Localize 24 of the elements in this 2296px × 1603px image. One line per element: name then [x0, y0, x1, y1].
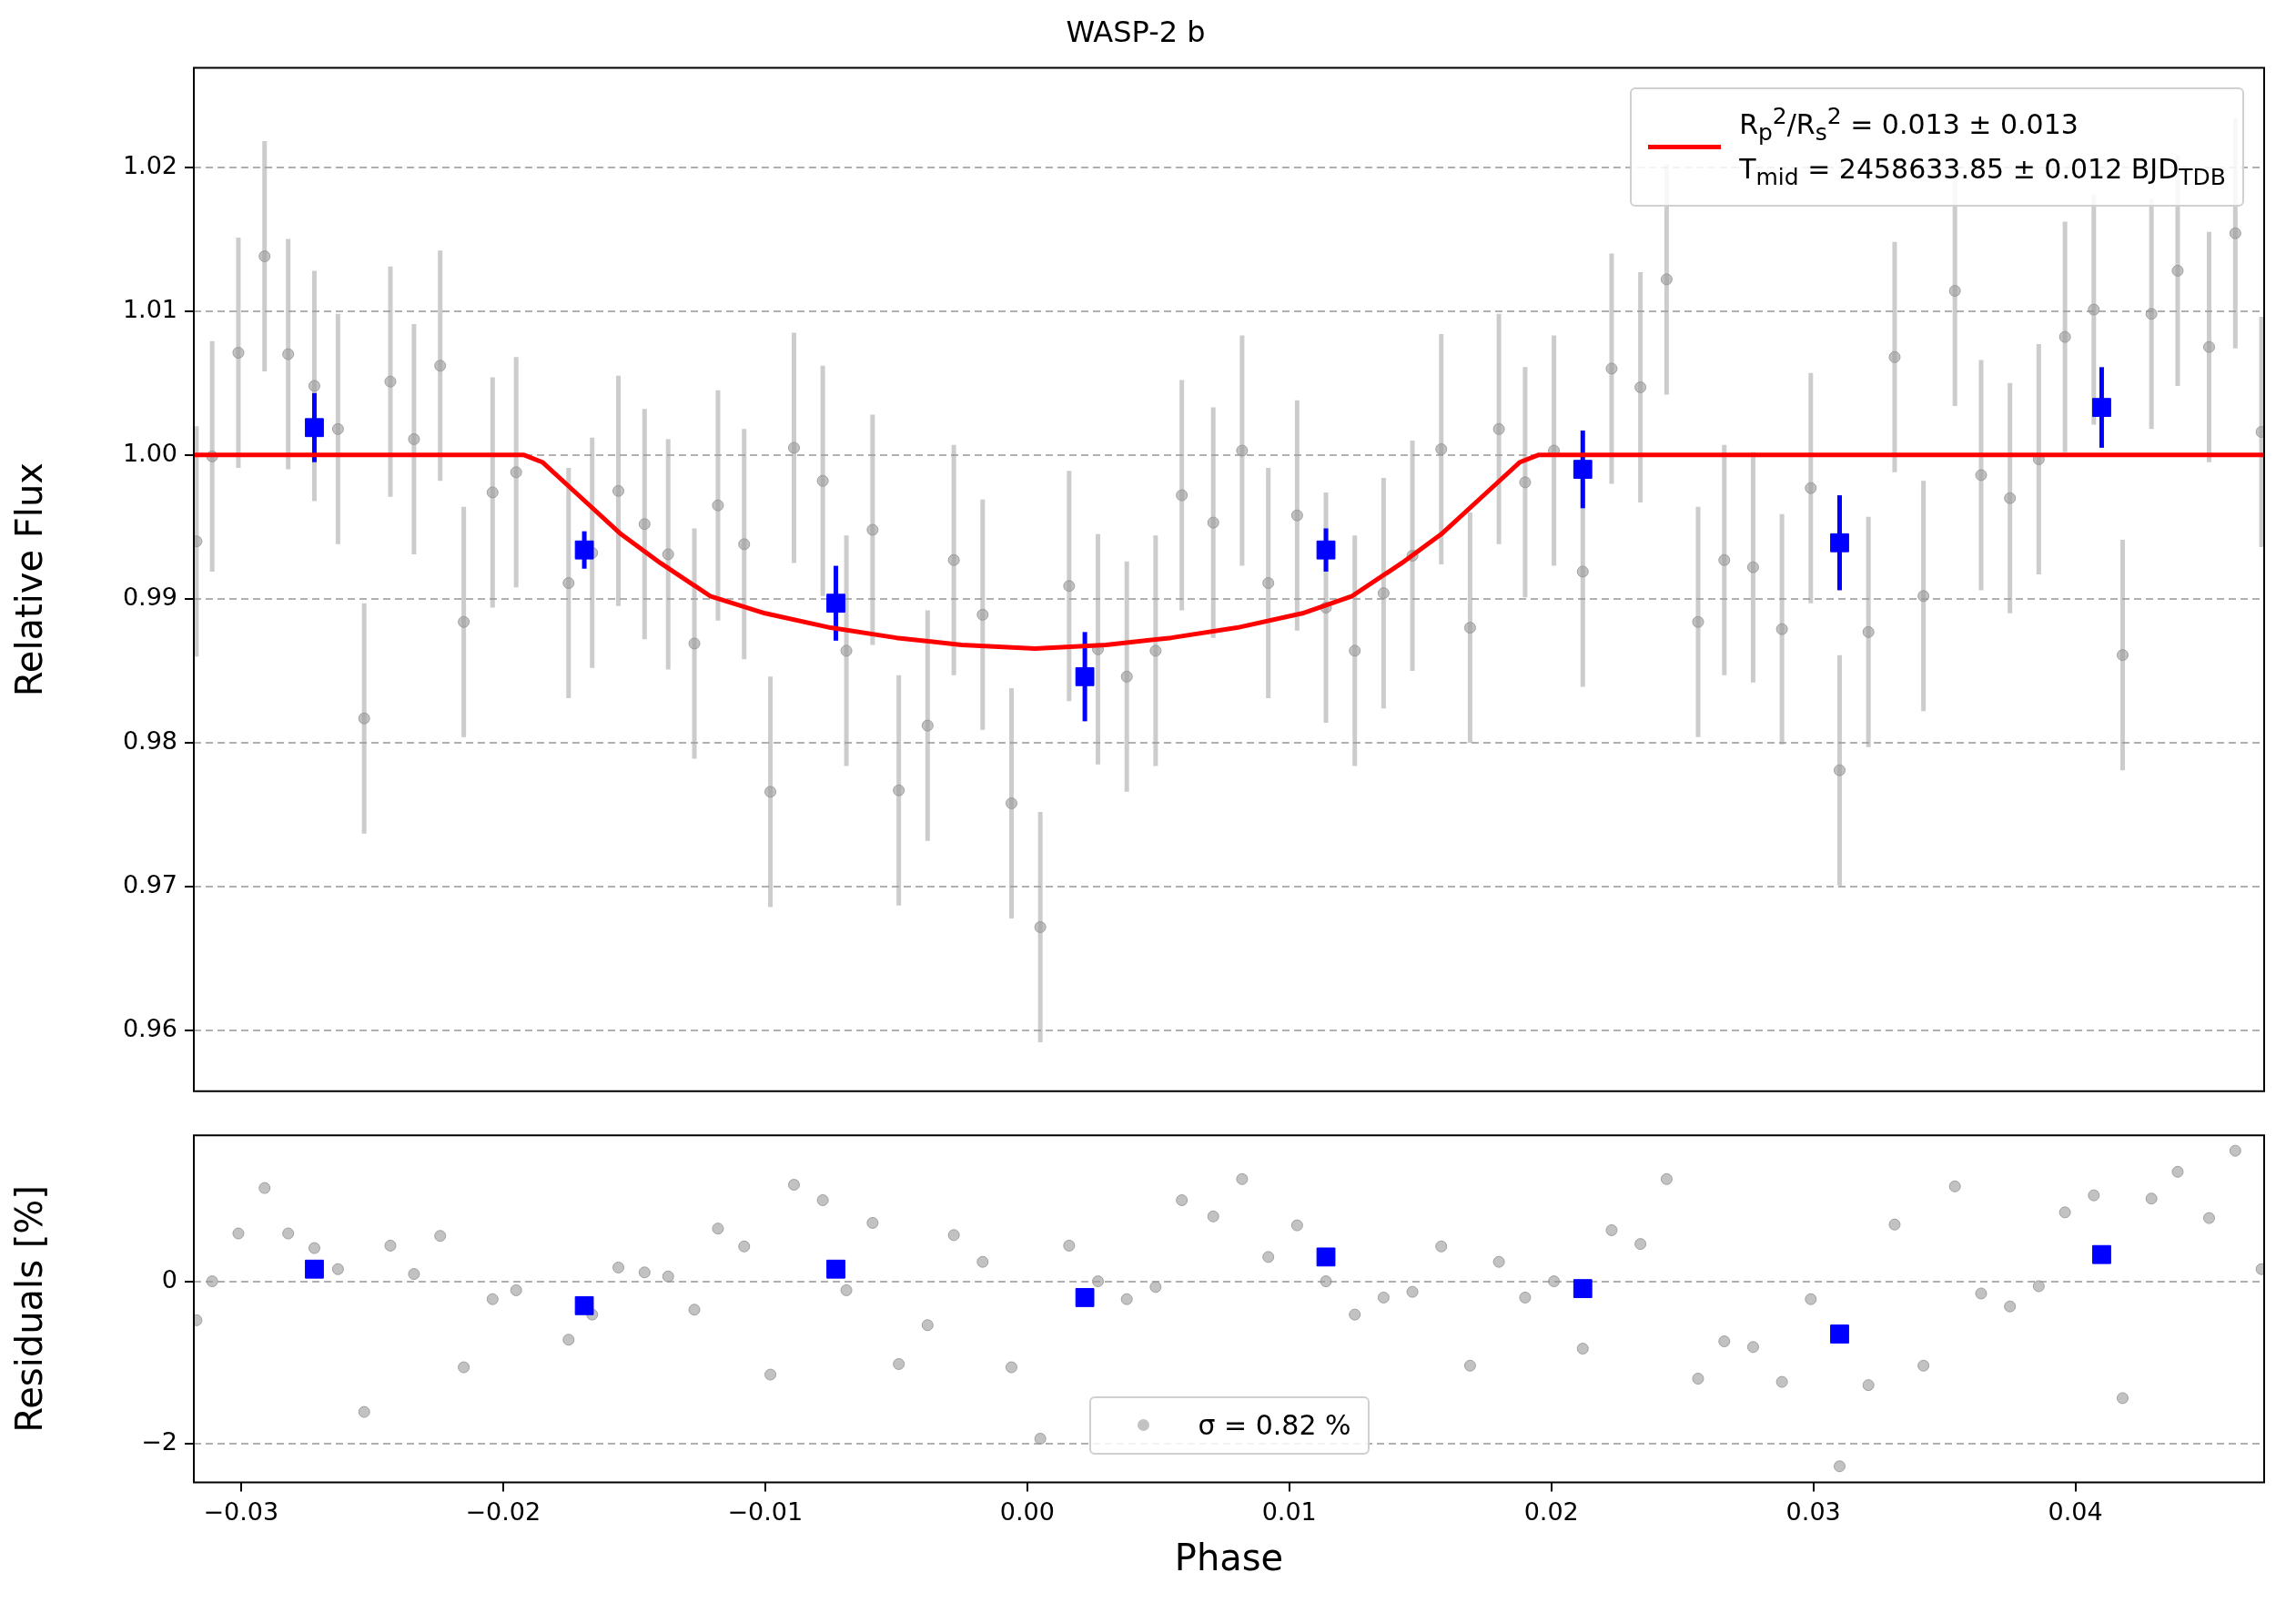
- legend: σ = 0.82 %: [1088, 1395, 1370, 1455]
- y-tick-label: 0.97: [122, 870, 177, 899]
- y-tick-label: 0.98: [122, 726, 177, 756]
- x-tick-label: 0.01: [1261, 1496, 1317, 1526]
- x-tick-label: −0.03: [203, 1496, 279, 1526]
- y-tick-label: 1.01: [122, 294, 177, 323]
- x-axis-title: Phase: [1174, 1537, 1284, 1579]
- x-tick-label: −0.01: [727, 1496, 804, 1526]
- x-tick-label: 0.00: [999, 1496, 1055, 1526]
- y-tick-label: 0: [161, 1264, 177, 1294]
- y-tick-label: 0.96: [122, 1014, 177, 1043]
- y-tick-label: 0.99: [122, 582, 177, 611]
- legend-label: σ = 0.82 %: [1198, 1407, 1351, 1443]
- legend: R$_{p}$$^{2}$/R$_{s}$$^{2}$ = 0.013 ± 0.013 T$_{mid}$ = 2458633.85 ± 0.012 BJD$_{TDB}$: [1630, 87, 2244, 208]
- x-tick-label: 0.04: [2048, 1496, 2103, 1526]
- x-tick-label: 0.02: [1523, 1496, 1579, 1526]
- chart-title: WASP-2 b: [1066, 14, 1206, 49]
- x-tick-label: 0.03: [1785, 1496, 1841, 1526]
- y-tick-label: 1.00: [122, 438, 177, 467]
- y-tick-label: −2: [141, 1426, 177, 1456]
- y-axis-title: Residuals [%]: [8, 1185, 51, 1433]
- y-axis-title: Relative Flux: [8, 462, 51, 697]
- y-tick-label: 1.02: [122, 150, 177, 179]
- x-tick-label: −0.02: [465, 1496, 541, 1526]
